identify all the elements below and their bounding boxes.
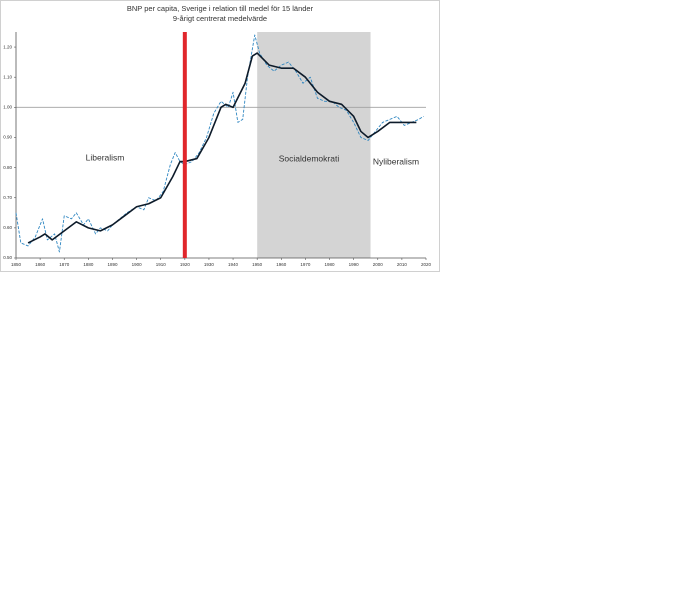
annotation: Nyliberalism bbox=[373, 156, 419, 166]
x-tick-label: 1980 bbox=[325, 262, 336, 267]
y-tick-label: 0.80 bbox=[3, 165, 12, 170]
y-tick-label: 1.10 bbox=[3, 74, 12, 79]
y-tick-label: 0.50 bbox=[3, 255, 12, 260]
x-tick-label: 1910 bbox=[156, 262, 167, 267]
annotation: Socialdemokrati bbox=[279, 153, 340, 163]
x-tick-label: 2010 bbox=[397, 262, 408, 267]
x-tick-label: 1920 bbox=[180, 262, 191, 267]
x-tick-label: 2020 bbox=[421, 262, 432, 267]
y-tick-label: 1.00 bbox=[3, 105, 12, 110]
y-tick-label: 0.60 bbox=[3, 225, 12, 230]
x-tick-label: 2000 bbox=[373, 262, 384, 267]
annual-line bbox=[15, 34, 424, 253]
x-tick-label: 1860 bbox=[35, 262, 46, 267]
annotation: Liberalism bbox=[86, 152, 125, 162]
x-tick-label: 1950 bbox=[252, 262, 263, 267]
x-tick-label: 1940 bbox=[228, 262, 239, 267]
x-tick-label: 1870 bbox=[59, 262, 70, 267]
x-tick-label: 1930 bbox=[204, 262, 215, 267]
y-tick-label: 0.90 bbox=[3, 135, 12, 140]
x-tick-label: 1990 bbox=[349, 262, 360, 267]
x-tick-label: 1970 bbox=[300, 262, 311, 267]
x-tick-label: 1900 bbox=[132, 262, 143, 267]
x-tick-label: 1880 bbox=[83, 262, 94, 267]
x-tick-label: 1960 bbox=[276, 262, 287, 267]
x-tick-label: 1890 bbox=[107, 262, 118, 267]
x-tick-label: 1850 bbox=[11, 262, 22, 267]
chart-subtitle: 9-årigt centrerat medelvärde bbox=[173, 14, 267, 23]
chart-frame bbox=[0, 0, 440, 272]
y-tick-label: 0.70 bbox=[3, 195, 12, 200]
y-tick-label: 1.20 bbox=[3, 44, 12, 49]
smoothed-line bbox=[27, 52, 417, 244]
chart-title: BNP per capita, Sverige i relation till … bbox=[127, 4, 314, 13]
